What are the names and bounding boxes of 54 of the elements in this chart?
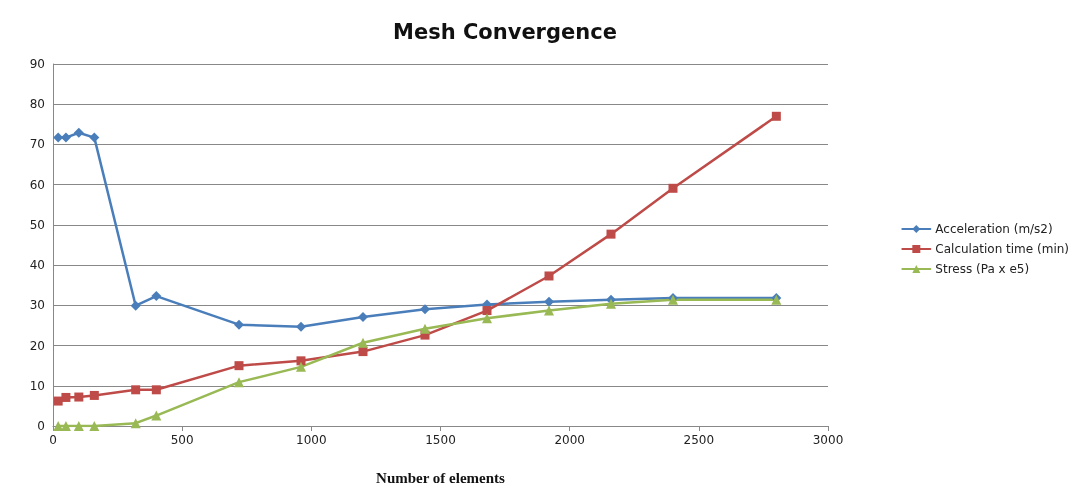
point xyxy=(61,392,71,402)
y-tick-label: 60 xyxy=(29,177,45,192)
point xyxy=(482,306,492,316)
point xyxy=(73,421,84,431)
point xyxy=(234,361,244,371)
point xyxy=(606,298,616,309)
x-tick-label: 1000 xyxy=(296,433,327,447)
x-axis-title: Number of elements xyxy=(376,469,506,486)
point xyxy=(544,305,554,316)
x-tick-label: 3000 xyxy=(812,433,844,447)
point xyxy=(130,418,141,429)
point xyxy=(234,319,244,330)
legend-label: Acceleration (m/s2) xyxy=(935,222,1053,236)
point xyxy=(296,321,306,332)
point xyxy=(771,111,781,121)
y-tick-label: 0 xyxy=(37,419,45,433)
x-tick-label: 0 xyxy=(49,433,57,447)
point xyxy=(89,390,99,400)
x-tick-label: 500 xyxy=(170,433,194,447)
point xyxy=(606,229,616,239)
x-tick-label: 2500 xyxy=(683,433,715,447)
point xyxy=(668,183,678,193)
y-tick-label: 10 xyxy=(29,378,45,393)
y-tick-label: 20 xyxy=(29,338,45,353)
y-tick-label: 90 xyxy=(29,57,45,71)
point xyxy=(482,313,492,324)
point xyxy=(151,385,161,395)
y-tick-label: 40 xyxy=(29,258,45,273)
point xyxy=(358,337,368,348)
y-tick-label: 70 xyxy=(29,137,45,152)
point xyxy=(358,312,368,322)
point xyxy=(73,127,84,138)
point xyxy=(544,296,554,307)
legend-label: Stress (Pa x e5) xyxy=(935,262,1030,276)
point xyxy=(544,271,554,281)
y-tick-label: 80 xyxy=(29,97,45,112)
y-tick-label: 50 xyxy=(29,217,45,232)
point xyxy=(89,421,100,431)
point xyxy=(151,410,162,421)
x-tick-label: 1500 xyxy=(425,433,456,447)
point xyxy=(151,291,162,302)
point xyxy=(130,300,141,311)
point xyxy=(296,356,306,366)
point xyxy=(420,304,430,315)
point xyxy=(89,132,100,143)
point xyxy=(131,385,141,395)
point xyxy=(234,377,244,388)
chart-title: Mesh Convergence xyxy=(393,19,617,44)
x-tick-label: 2000 xyxy=(554,433,585,447)
point xyxy=(296,361,306,372)
legend-label: Calculation time (min) xyxy=(935,242,1070,256)
y-tick-label: 30 xyxy=(29,298,45,313)
point xyxy=(74,392,84,402)
point xyxy=(420,323,430,334)
